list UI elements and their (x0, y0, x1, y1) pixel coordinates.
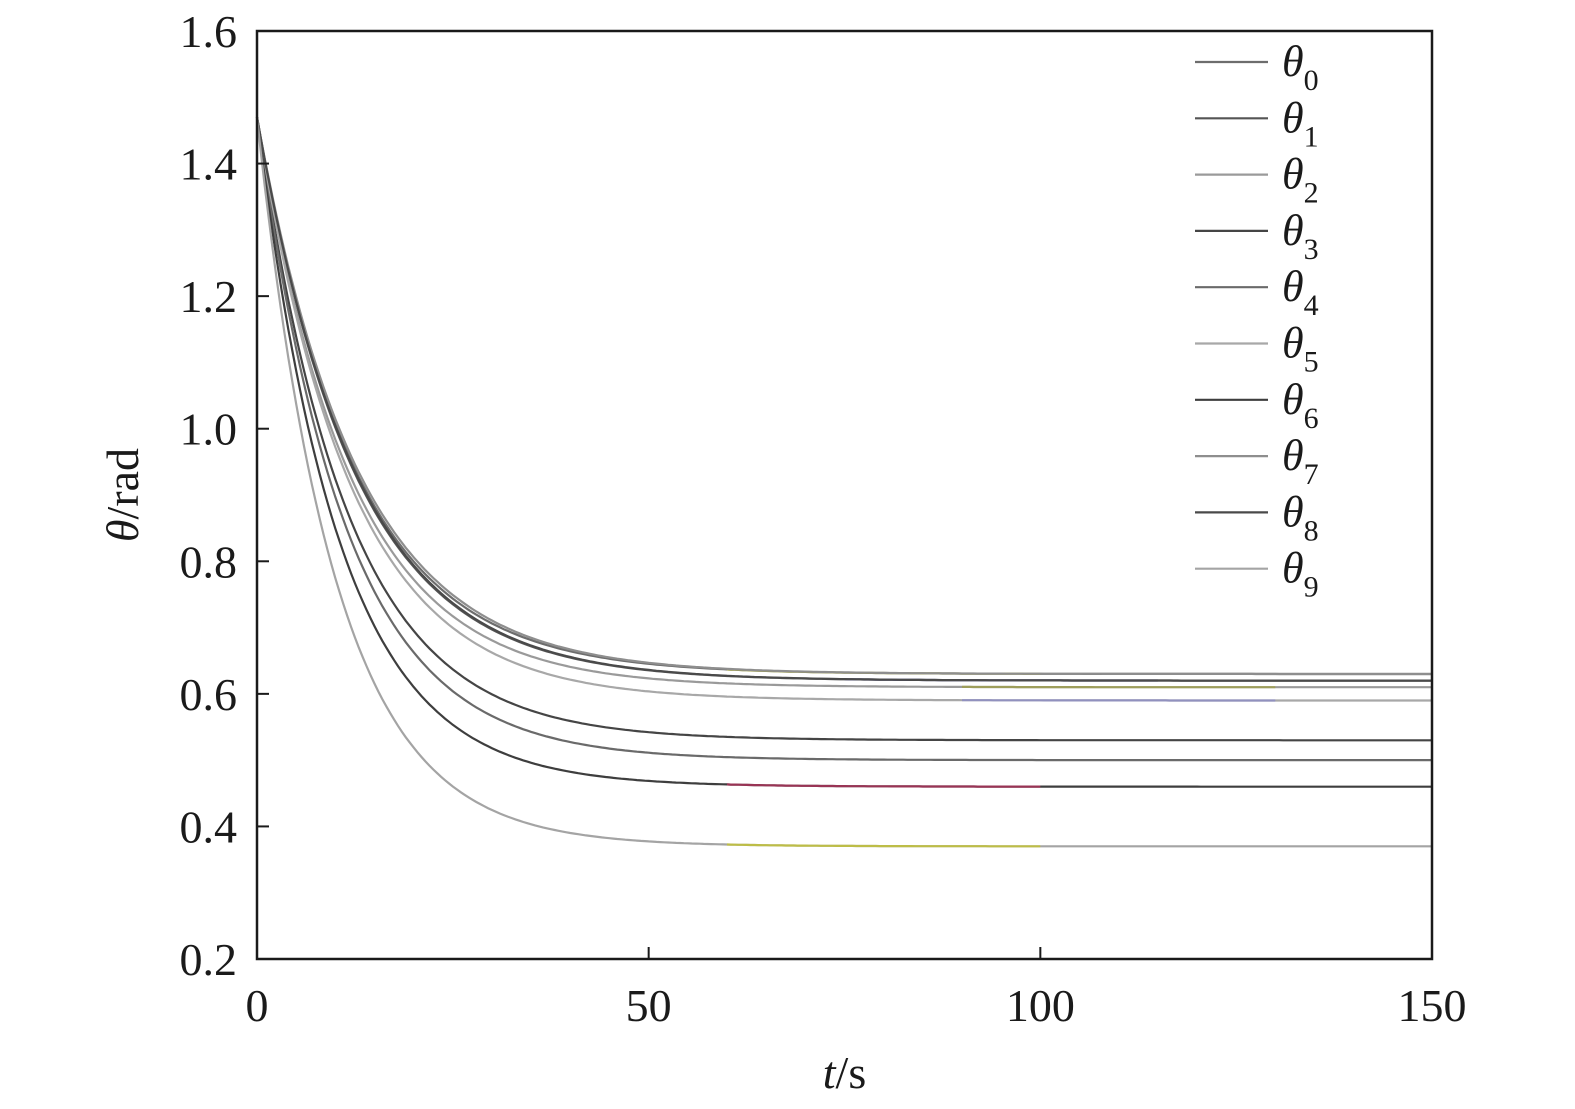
series-line-theta5 (255, 117, 1432, 702)
legend-label: θ0 (1282, 37, 1319, 97)
legend-label: θ4 (1282, 262, 1319, 322)
legend-label: θ7 (1282, 431, 1319, 491)
legend-label: θ5 (1282, 319, 1319, 379)
y-axis-title: θ/rad (97, 448, 148, 542)
legend-label: θ3 (1282, 206, 1319, 266)
y-tick-label: 1.4 (180, 139, 238, 190)
series-line-theta8 (255, 117, 1432, 682)
y-tick-label: 1.2 (180, 271, 238, 322)
x-tick-label: 50 (626, 980, 672, 1031)
series-line-theta4 (255, 117, 1432, 762)
y-tick-label: 1.6 (180, 6, 238, 57)
series-line-theta3 (255, 117, 1432, 742)
x-axis-var: t (823, 1047, 837, 1098)
legend-label: θ1 (1282, 93, 1319, 153)
series-accent-theta9 (726, 843, 1041, 848)
y-axis-var: θ (97, 519, 148, 542)
x-axis-title: t/s (823, 1047, 866, 1098)
series-line-theta2 (255, 117, 1432, 689)
series-line-theta9 (255, 117, 1432, 848)
y-tick-label: 0.4 (180, 801, 238, 852)
legend-label: θ6 (1282, 375, 1319, 435)
x-tick-label: 150 (1398, 980, 1467, 1031)
y-tick-label: 0.2 (180, 934, 238, 985)
x-tick-label: 100 (1006, 980, 1075, 1031)
legend-label: θ8 (1282, 487, 1319, 547)
x-axis-unit: /s (836, 1047, 867, 1098)
y-axis-unit: /rad (97, 448, 148, 520)
tick-group: 0 50 100 150 0.2 0.4 0.6 0.8 1.0 1.2 1.4 1.6 (180, 6, 1467, 1031)
series-line-theta7 (255, 117, 1432, 676)
legend-label: θ2 (1282, 150, 1319, 210)
y-tick-label: 0.6 (180, 669, 238, 720)
x-tick-label: 0 (246, 980, 269, 1031)
y-tick-label: 0.8 (180, 536, 238, 587)
legend-label: θ9 (1282, 544, 1319, 604)
series-line-theta0 (255, 117, 1432, 676)
series-group (255, 117, 1432, 848)
series-accent-theta6 (726, 783, 1041, 788)
y-tick-label: 1.0 (180, 404, 238, 455)
plot-frame (255, 29, 1434, 961)
